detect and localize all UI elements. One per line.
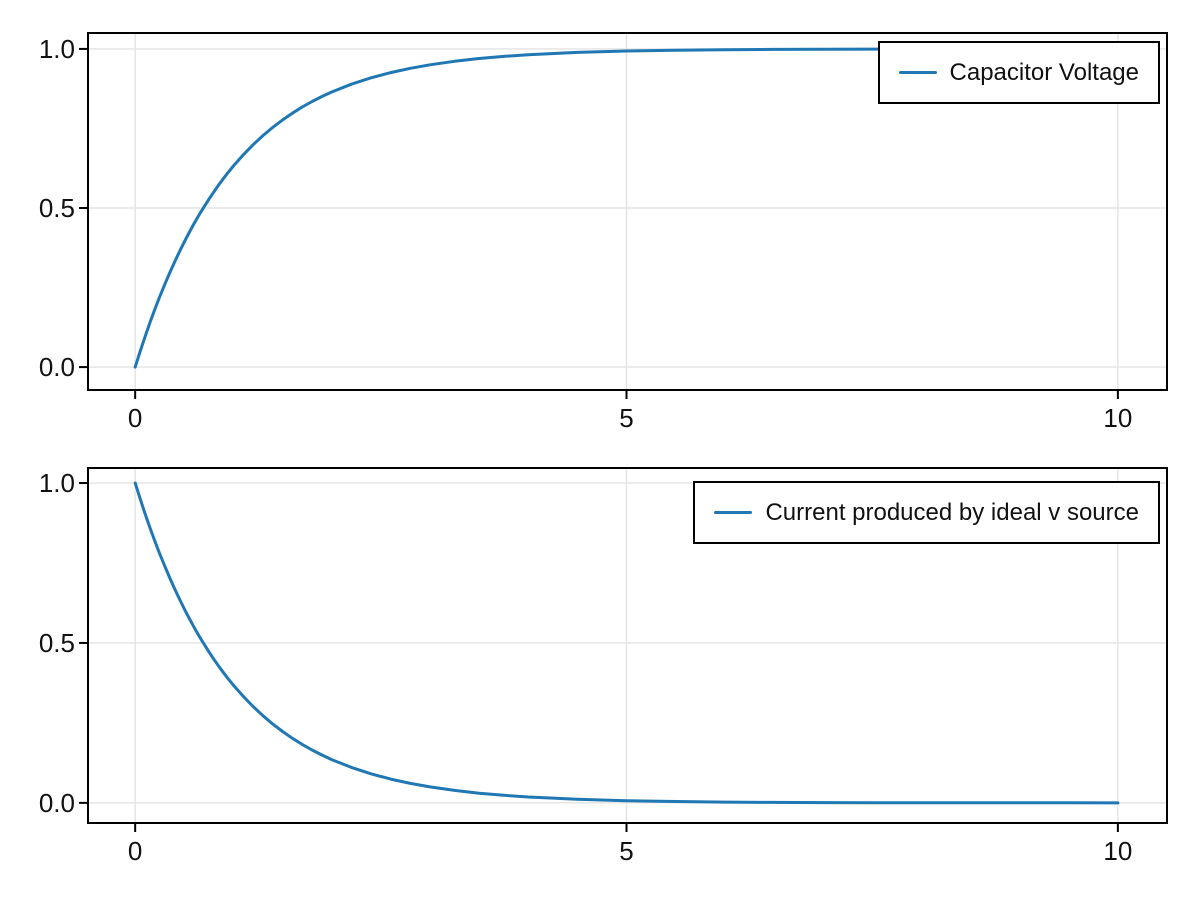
y-tick-label: 1.0: [38, 468, 75, 499]
series-line: [133, 481, 1120, 805]
x-tick-label: 5: [619, 403, 634, 433]
legend-capacitor-voltage: Capacitor Voltage: [877, 41, 1160, 104]
legend-line-sample-icon: [898, 71, 937, 74]
x-tick-label: 5: [619, 836, 634, 866]
x-tick-label: 0: [127, 836, 143, 866]
y-tick-label: 0.0: [38, 787, 75, 818]
legend-label: Current produced by ideal v source: [765, 498, 1139, 526]
y-tick-label: 0.0: [38, 352, 75, 383]
series-line: [133, 47, 1120, 369]
y-tick-label: 1.0: [38, 33, 75, 64]
y-tick-label: 0.5: [38, 193, 75, 223]
y-tick-label: 0.5: [38, 627, 75, 658]
x-tick-label: 10: [1103, 403, 1133, 433]
legend-label: Capacitor Voltage: [949, 58, 1139, 86]
legend-current-ideal-v-source: Current produced by ideal v source: [693, 481, 1160, 544]
legend-line-sample-icon: [714, 511, 753, 514]
x-tick-label: 10: [1103, 836, 1133, 866]
x-tick-label: 0: [127, 403, 143, 433]
